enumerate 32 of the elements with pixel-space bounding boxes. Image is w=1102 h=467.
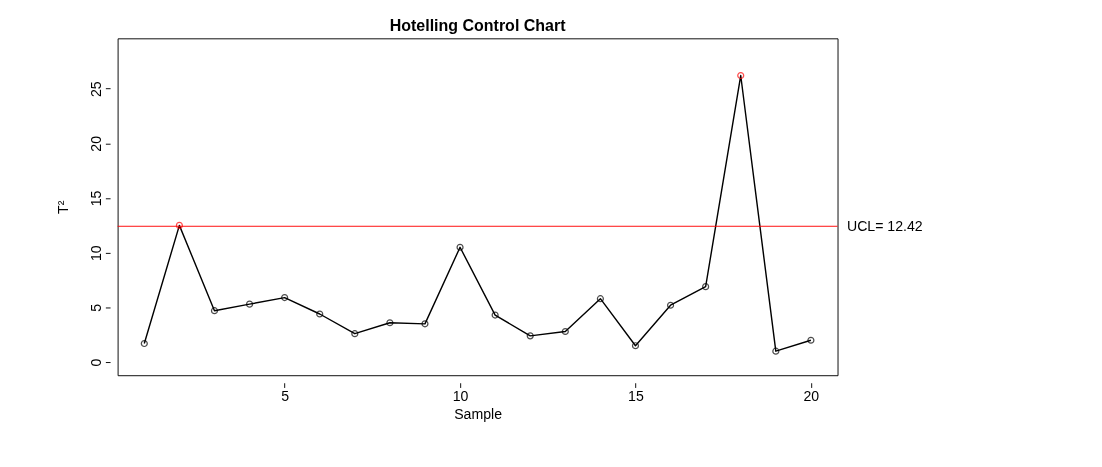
y-tick-label: 20	[88, 135, 105, 152]
point	[245, 300, 254, 308]
chart-title: Hotelling Control Chart	[389, 16, 567, 34]
point	[421, 320, 429, 328]
point	[526, 332, 534, 340]
y-axis-title: T²	[55, 200, 72, 214]
point	[316, 310, 324, 318]
x-tick-label: 10	[452, 388, 469, 405]
point	[631, 342, 640, 350]
point	[386, 319, 394, 327]
point	[737, 71, 745, 80]
y-tick-label: 10	[88, 245, 105, 262]
point	[561, 327, 569, 336]
y-tick-label: 5	[88, 303, 105, 312]
y-tick-label: 0	[88, 358, 105, 367]
y-tick-label: 25	[88, 81, 105, 97]
x-tick-label: 5	[281, 388, 290, 405]
x-tick-label: 15	[628, 388, 644, 405]
ref-line-label: UCL= 12.42	[846, 217, 923, 234]
x-axis-title: Sample	[454, 406, 503, 423]
point	[351, 330, 359, 338]
point	[456, 243, 464, 251]
point	[596, 295, 604, 303]
y-tick-label: 15	[88, 190, 105, 207]
point	[175, 221, 183, 229]
point	[772, 347, 780, 355]
point	[491, 311, 499, 319]
point	[210, 307, 219, 315]
point	[281, 294, 289, 302]
x-tick-label: 20	[803, 388, 820, 405]
point	[702, 283, 710, 291]
point	[666, 301, 675, 309]
